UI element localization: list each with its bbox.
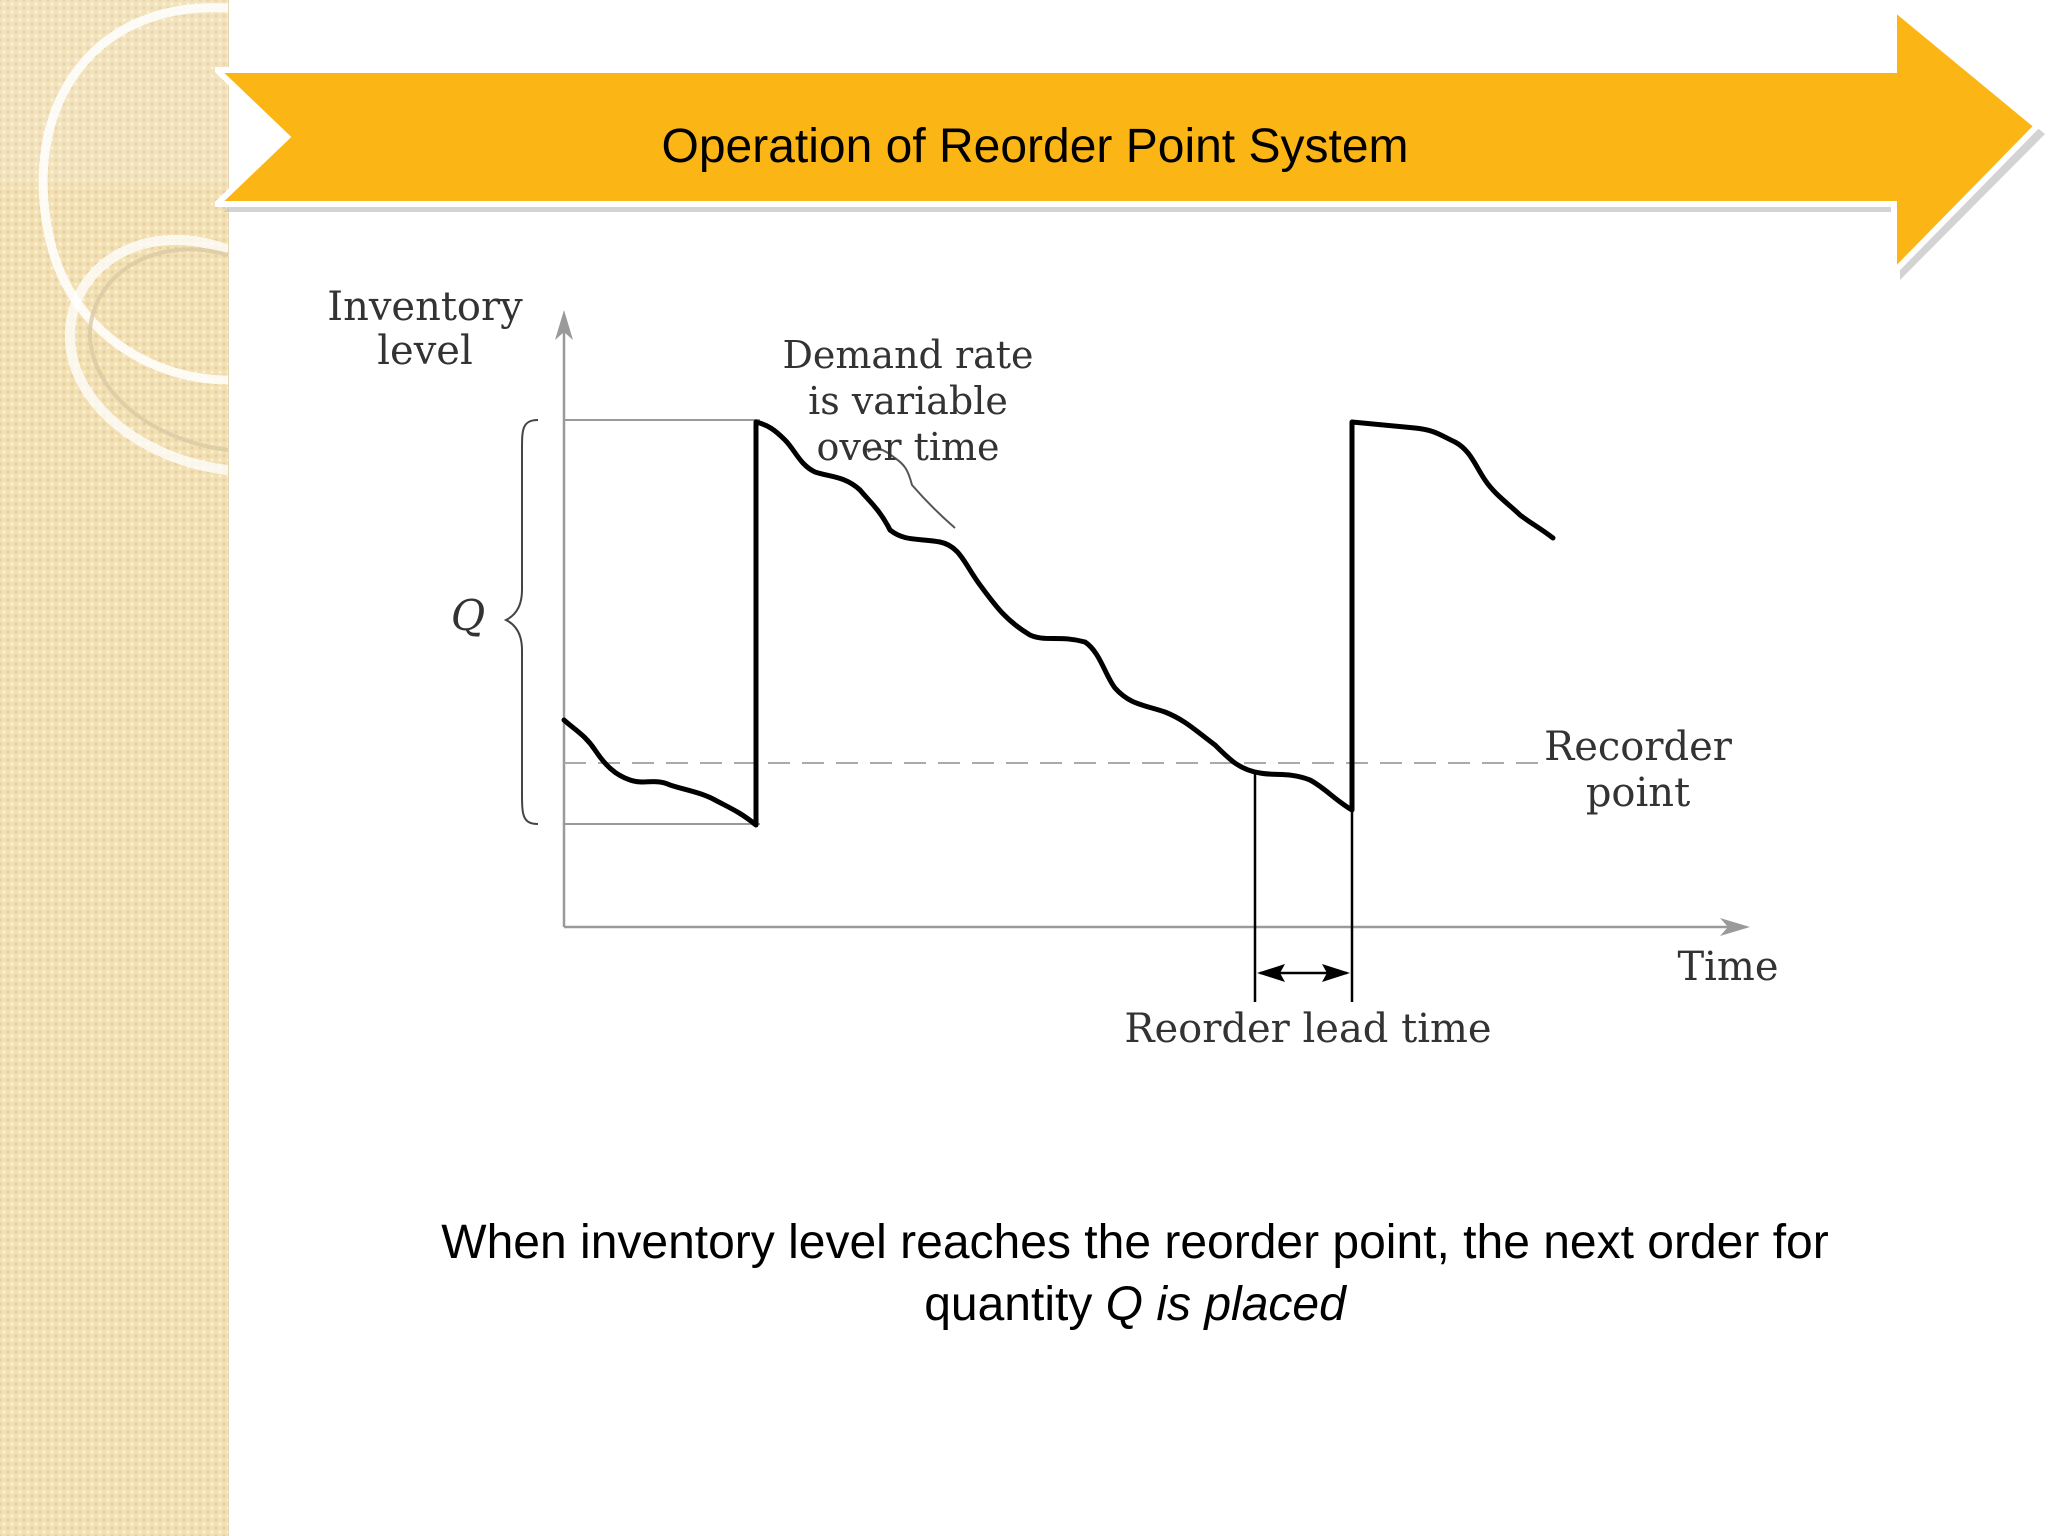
demand-note-line1: Demand rate xyxy=(782,333,1033,377)
slide-title: Operation of Reorder Point System xyxy=(661,120,1409,173)
lead-time-label: Reorder lead time xyxy=(1124,1006,1491,1052)
decorative-rings xyxy=(0,0,228,475)
caption-line-2-plain: quantity xyxy=(924,1278,1106,1331)
slide-caption: When inventory level reaches the reorder… xyxy=(330,1212,1940,1336)
sidebar-decoration xyxy=(0,0,229,1536)
inventory-level-curve xyxy=(561,419,1556,828)
x-axis-arrowhead xyxy=(1720,918,1750,936)
reorder-point-label-line2: point xyxy=(1586,770,1690,816)
x-axis-label: Time xyxy=(1677,944,1778,990)
y-axis-label-line2: level xyxy=(377,328,473,374)
q-brace xyxy=(503,419,539,825)
lead-time-arrow-right xyxy=(1322,964,1350,982)
y-axis-arrowhead xyxy=(555,310,573,340)
y-axis-label-line1: Inventory xyxy=(327,284,523,330)
title-banner-arrow xyxy=(215,1,2045,280)
demand-note-line3: over time xyxy=(816,425,999,469)
demand-note-pointer xyxy=(867,447,956,529)
caption-line-1: When inventory level reaches the reorder… xyxy=(441,1216,1829,1269)
lead-time-arrow-left xyxy=(1257,964,1285,982)
caption-line-2: quantity Q is placed xyxy=(330,1274,1940,1336)
reorder-point-label-line1: Recorder xyxy=(1544,724,1733,770)
axes xyxy=(555,310,1750,936)
caption-line-2-italic: Q is placed xyxy=(1105,1278,1346,1331)
reorder-point-diagram: Inventory level Q Demand rate is variabl… xyxy=(327,284,1778,1052)
demand-note-line2: is variable xyxy=(808,379,1008,423)
q-label: Q xyxy=(451,591,485,640)
